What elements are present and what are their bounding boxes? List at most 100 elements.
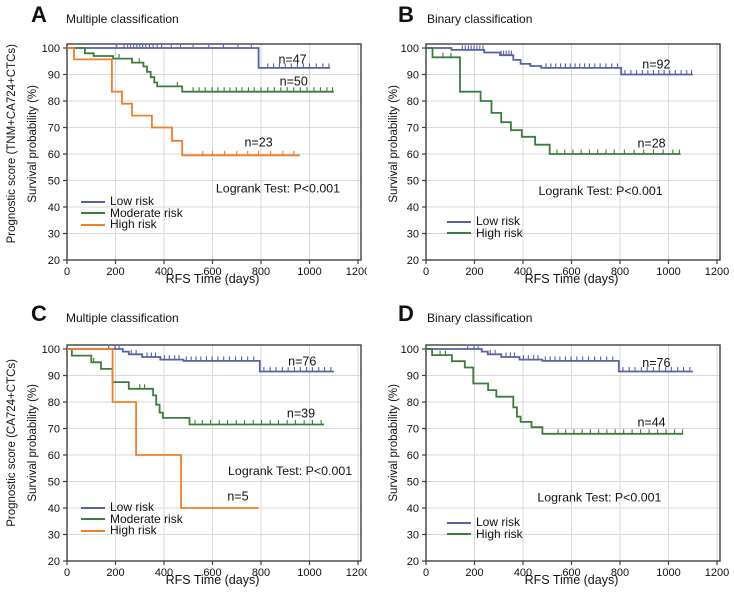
y-tick-label: 50 [48, 477, 60, 489]
km-plot-c: 0 200 400 600 800 1000 1200 100 90 80 70 60 50 40 30 20… [42, 344, 367, 579]
y-tick-label: 70 [407, 123, 419, 135]
x-tick-label: 200 [106, 567, 124, 579]
legend-swatch-moderate-risk [81, 518, 105, 521]
x-tick-label: 0 [64, 266, 70, 278]
n-label: n=76 [642, 356, 670, 370]
legend: Low risk High risk [447, 515, 523, 541]
km-curve-high-risk [67, 47, 300, 157]
n-label: n=50 [280, 75, 308, 89]
y-tick-label: 70 [407, 424, 419, 436]
x-tick-label: 1000 [656, 266, 680, 278]
km-curve-moderate-risk [67, 47, 334, 93]
y-tick-label: 80 [407, 397, 419, 409]
x-tick-label: 1200 [705, 266, 729, 278]
legend-swatch-low-risk [81, 200, 105, 203]
y-tick-label: 50 [407, 176, 419, 188]
y-axis-outer-label [372, 20, 386, 267]
logrank-text: Logrank Test: P<0.001 [216, 181, 340, 195]
plot-frame [66, 43, 362, 261]
legend-swatch-high-risk [81, 529, 105, 532]
km-plot-a: 0 200 400 600 800 1000 1200 100 90 80 70 60 50 40 30 20… [42, 43, 367, 278]
logrank-text: Logrank Test: P<0.001 [228, 464, 352, 478]
x-tick-label: 1000 [297, 266, 321, 278]
x-tick-label: 1200 [705, 567, 729, 579]
legend-swatch-high-risk [447, 533, 471, 536]
legend-label: Low risk [476, 214, 521, 228]
x-tick-label: 200 [465, 567, 483, 579]
x-tick-label: 600 [203, 266, 221, 278]
n-label: n=76 [288, 354, 316, 368]
x-tick-label: 600 [562, 567, 580, 579]
y-tick-label: 20 [48, 556, 60, 568]
y-tick-label: 20 [407, 255, 419, 267]
km-curve-low-risk [426, 47, 693, 76]
legend-item: Moderate risk [81, 511, 183, 526]
y-tick-label: 90 [407, 70, 419, 82]
panel-b: 0 200 400 600 800 1000 1200 100 90 80 70 60 50 40 30 20… [367, 0, 734, 299]
legend-label: Moderate risk [110, 205, 183, 220]
legend-label: Moderate risk [110, 511, 183, 526]
panel-title: Multiple classification [66, 12, 179, 26]
legend-label: High risk [110, 217, 157, 231]
y-axis-label: Survival probability (%) [388, 383, 400, 502]
y-tick-label: 90 [48, 70, 60, 82]
n-label: n=47 [278, 52, 306, 66]
x-tick-label: 1200 [346, 266, 367, 278]
n-label: n=92 [642, 58, 670, 72]
panel-letter: C [31, 301, 48, 326]
y-tick-label: 80 [407, 96, 419, 108]
x-tick-label: 600 [203, 567, 221, 579]
km-curve-moderate-risk [67, 348, 325, 426]
x-tick-label: 400 [155, 266, 173, 278]
legend-item: High risk [447, 225, 523, 240]
y-tick-label: 70 [48, 424, 60, 436]
legend-swatch-moderate-risk [81, 212, 105, 215]
y-axis-outer-label: Prognostic score (TNM+CA724+CTCs) [6, 43, 18, 244]
legend-item: High risk [81, 217, 183, 231]
x-tick-label: 600 [562, 266, 580, 278]
legend-label: Low risk [476, 515, 521, 529]
logrank-text: Logrank Test: P<0.001 [537, 490, 661, 504]
legend: Low risk Moderate risk High risk [81, 501, 183, 537]
y-tick-label: 90 [48, 371, 60, 383]
y-tick-label: 100 [401, 344, 419, 356]
y-tick-label: 60 [48, 149, 60, 161]
y-tick-label: 30 [407, 229, 419, 241]
y-axis-label: Survival probability (%) [27, 84, 39, 203]
x-axis-label: RFS Time (days) [165, 272, 260, 286]
km-curve-high-risk [426, 47, 681, 155]
plot-frame [425, 43, 721, 261]
y-tick-label: 60 [407, 149, 419, 161]
panel-title: Multiple classification [66, 311, 179, 325]
legend-label: High risk [476, 225, 523, 240]
panel-letter: A [31, 2, 48, 27]
legend-item: High risk [447, 528, 523, 541]
x-tick-label: 200 [106, 266, 124, 278]
n-label: n=28 [637, 136, 665, 150]
x-tick-label: 400 [514, 266, 532, 278]
x-tick-label: 800 [611, 266, 629, 278]
logrank-text: Logrank Test: P<0.001 [539, 184, 663, 198]
km-plot-b: 0 200 400 600 800 1000 1200 100 90 80 70 60 50 40 30 20… [401, 43, 730, 278]
panel-title: Binary classification [427, 12, 533, 26]
x-tick-label: 800 [611, 567, 629, 579]
x-tick-label: 200 [465, 266, 483, 278]
y-tick-label: 50 [407, 477, 419, 489]
x-tick-label: 0 [64, 567, 70, 579]
legend-item: Low risk [81, 195, 183, 208]
y-tick-label: 100 [42, 43, 60, 55]
n-label: n=5 [227, 490, 248, 504]
legend: Low risk Moderate risk High risk [81, 195, 183, 231]
y-tick-label: 70 [48, 123, 60, 135]
legend: Low risk High risk [447, 214, 523, 240]
x-tick-label: 1000 [297, 567, 321, 579]
y-tick-label: 40 [48, 202, 60, 214]
x-tick-label: 1000 [656, 567, 680, 579]
y-tick-label: 50 [48, 176, 60, 188]
x-tick-label: 1200 [346, 567, 367, 579]
legend-swatch-low-risk [447, 220, 471, 223]
x-tick-label: 0 [423, 266, 429, 278]
y-tick-label: 60 [407, 450, 419, 462]
y-axis-outer-label [372, 319, 386, 566]
